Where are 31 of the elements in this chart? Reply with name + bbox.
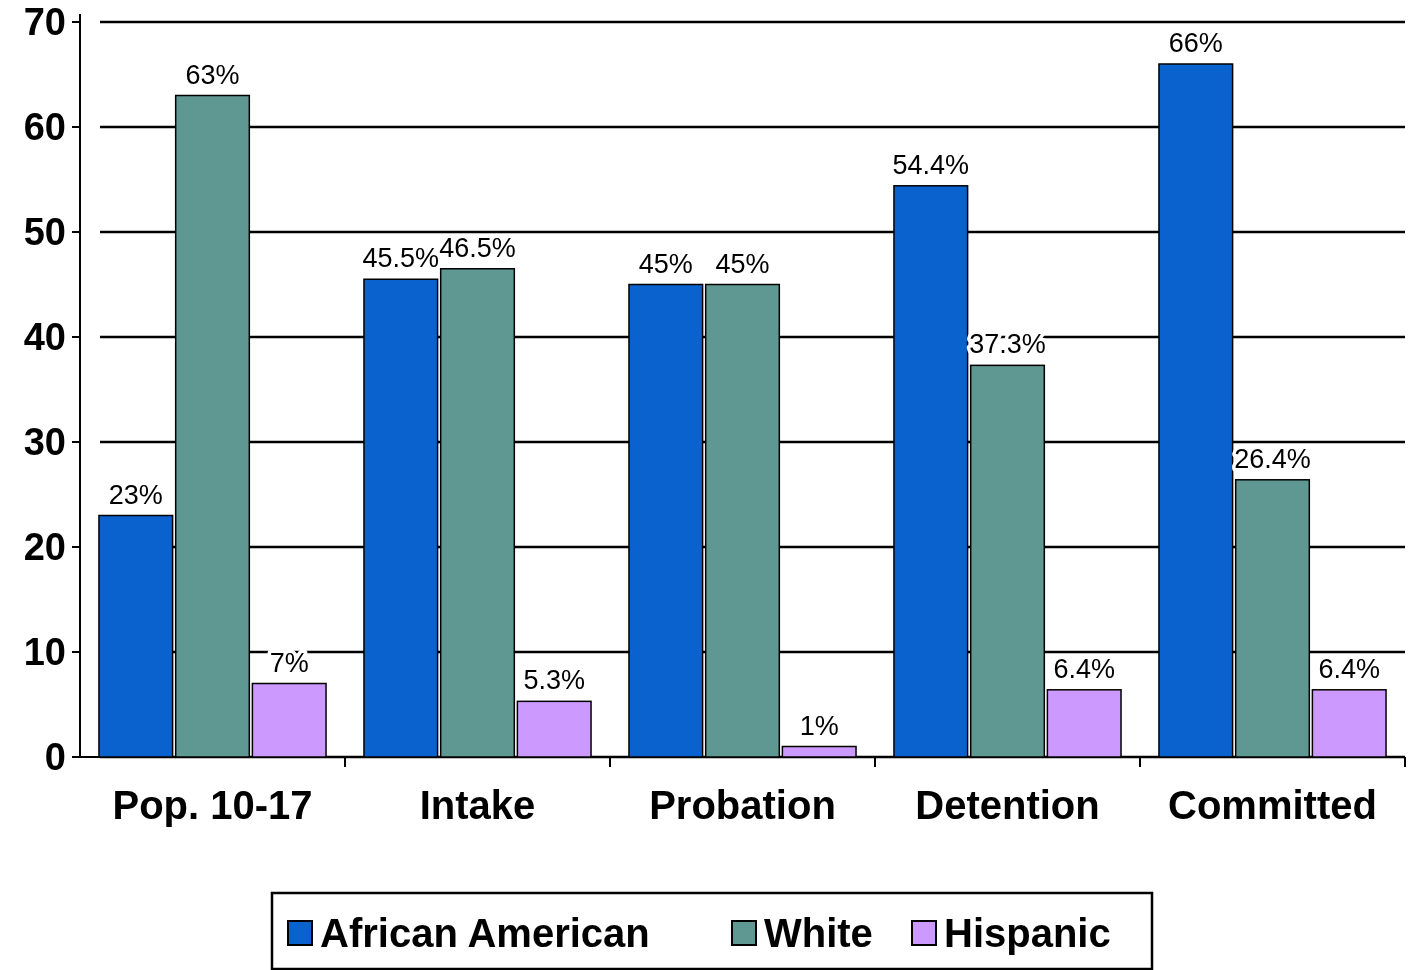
legend-label: African American <box>320 911 650 955</box>
x-tick-label: Committed <box>1168 783 1377 827</box>
y-tick-label: 40 <box>23 316 66 359</box>
data-label: 45% <box>715 248 770 279</box>
y-tick-label: 20 <box>23 526 66 569</box>
y-tick-label: 0 <box>44 736 66 779</box>
data-label: 45.5% <box>362 243 440 274</box>
y-tick-label: 30 <box>23 421 66 464</box>
data-label: 45% <box>638 248 693 279</box>
data-label: 37.3% <box>969 329 1046 360</box>
data-label: 7% <box>269 647 309 678</box>
y-tick-label: 60 <box>23 106 66 149</box>
x-tick-label: Detention <box>915 783 1100 827</box>
data-label: 66% <box>1168 28 1223 58</box>
y-tick-label: 10 <box>23 631 66 674</box>
y-tick-label: 50 <box>23 211 66 254</box>
data-label: 63% <box>185 59 240 90</box>
data-label: 54.4% <box>892 149 970 180</box>
data-label: 6.4% <box>1053 653 1115 684</box>
data-label: 1% <box>799 710 839 741</box>
data-label: 26.4% <box>1234 443 1311 474</box>
legend-label: White <box>764 911 873 955</box>
y-tick-label: 70 <box>23 1 66 44</box>
data-label: 6.4% <box>1318 653 1380 684</box>
data-label: 23% <box>108 479 163 510</box>
x-tick-label: Intake <box>419 783 536 827</box>
legend-label: Hispanic <box>944 911 1111 955</box>
data-label: 5.3% <box>523 665 585 696</box>
x-tick-label: Probation <box>649 783 836 827</box>
x-tick-label: Pop. 10-17 <box>112 783 313 827</box>
data-label: 46.5% <box>439 232 516 263</box>
